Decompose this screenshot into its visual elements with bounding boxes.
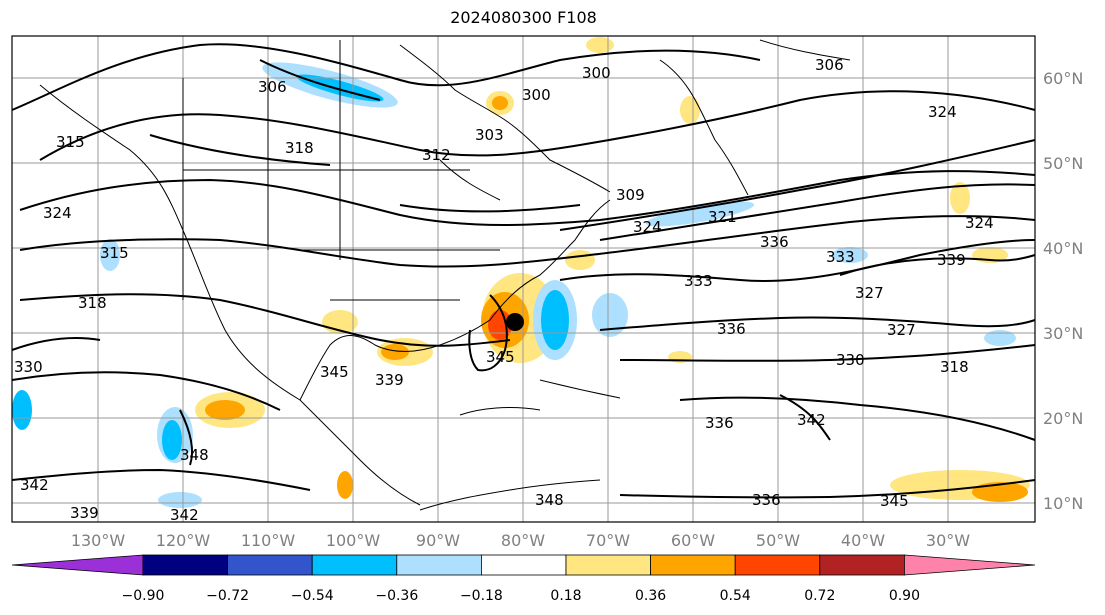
lat-label: 50°N xyxy=(1043,154,1083,173)
colorbar-extend-min xyxy=(11,554,144,576)
contour-label: 345 xyxy=(486,348,515,366)
contour-label: 306 xyxy=(258,78,287,96)
colorbar-segment xyxy=(480,554,567,576)
contour-label: 324 xyxy=(965,214,994,232)
map-title: 2024080300 F108 xyxy=(450,8,597,27)
contour-label: 312 xyxy=(422,146,451,164)
contour-label: 342 xyxy=(797,411,826,429)
contour-label: 339 xyxy=(375,371,404,389)
colorbar-tick: −0.54 xyxy=(291,588,334,604)
colorbar-segment xyxy=(565,554,651,576)
longitude-labels: 130°W 120°W 110°W 100°W 90°W 80°W 70°W 6… xyxy=(71,531,970,550)
contour-label: 345 xyxy=(880,492,909,510)
contour-label: 324 xyxy=(928,103,957,121)
colorbar-segment xyxy=(227,554,313,576)
contour-label: 315 xyxy=(100,244,129,262)
contour-label: 333 xyxy=(826,248,855,266)
lon-label: 70°W xyxy=(586,531,630,550)
coastlines xyxy=(39,39,851,511)
colorbar-segment xyxy=(650,554,736,576)
lat-label: 20°N xyxy=(1043,409,1083,428)
colorbar-segment xyxy=(142,554,228,576)
contour-label: 336 xyxy=(705,414,734,432)
contour-label: 336 xyxy=(752,491,781,509)
colorbar-tick: 0.90 xyxy=(889,588,920,604)
lon-label: 40°W xyxy=(841,531,885,550)
colorbar-tick: 0.18 xyxy=(550,588,581,604)
colorbar-segment xyxy=(396,554,482,576)
contour-label: 342 xyxy=(170,506,199,524)
colorbar-tick: −0.72 xyxy=(206,588,249,604)
latitude-labels: 60°N 50°N 40°N 30°N 20°N 10°N xyxy=(1043,69,1083,513)
colorbar-tick: −0.90 xyxy=(122,588,165,604)
lon-label: 60°W xyxy=(671,531,715,550)
contour-label: 333 xyxy=(684,272,713,290)
contour-label: 318 xyxy=(78,294,107,312)
contour-label: 348 xyxy=(180,446,209,464)
colorbar-tick: −0.36 xyxy=(375,588,418,604)
lon-label: 50°W xyxy=(756,531,800,550)
contour-label: 321 xyxy=(708,208,737,226)
lat-label: 40°N xyxy=(1043,239,1083,258)
contour-label: 342 xyxy=(20,476,49,494)
lon-label: 30°W xyxy=(926,531,970,550)
contour-label: 345 xyxy=(320,363,349,381)
colorbar-segment xyxy=(311,554,398,576)
contour-label: 348 xyxy=(535,491,564,509)
storm-center-marker xyxy=(506,313,524,331)
lon-label: 80°W xyxy=(501,531,545,550)
colorbar-segment xyxy=(819,554,905,576)
contour-label: 339 xyxy=(937,251,966,269)
contour-label: 327 xyxy=(855,284,884,302)
lon-label: 100°W xyxy=(326,531,381,550)
colorbar: −0.90 −0.72 −0.54 −0.36 −0.18 0.18 0.36 … xyxy=(11,554,1036,604)
contour-label: 300 xyxy=(582,64,611,82)
map-frame xyxy=(11,35,1036,523)
contour-label: 336 xyxy=(760,233,789,251)
contour-label: 339 xyxy=(70,504,99,522)
contour-label: 336 xyxy=(717,320,746,338)
contour-lines xyxy=(11,43,1036,499)
contour-label: 327 xyxy=(887,321,916,339)
contour-label: 306 xyxy=(815,56,844,74)
contour-label: 330 xyxy=(836,351,865,369)
lat-label: 30°N xyxy=(1043,324,1083,343)
colorbar-tick: 0.36 xyxy=(635,588,666,604)
colorbar-tick: 0.72 xyxy=(804,588,835,604)
colorbar-tick: −0.18 xyxy=(460,588,503,604)
colorbar-segment xyxy=(734,554,821,576)
lon-label: 120°W xyxy=(156,531,211,550)
lat-label: 60°N xyxy=(1043,69,1083,88)
contour-label: 303 xyxy=(475,126,504,144)
contour-label: 315 xyxy=(56,133,85,151)
contour-label: 330 xyxy=(14,358,43,376)
contour-label: 300 xyxy=(522,86,551,104)
lon-label: 110°W xyxy=(241,531,296,550)
contour-label: 318 xyxy=(940,358,969,376)
contour-label: 309 xyxy=(616,186,645,204)
contour-label: 324 xyxy=(43,204,72,222)
contour-labels: 306 300 300 303 306 318 312 309 315 324 … xyxy=(14,56,994,524)
lon-label: 130°W xyxy=(71,531,126,550)
colorbar-tick: 0.54 xyxy=(720,588,751,604)
contour-label: 318 xyxy=(285,139,314,157)
lon-label: 90°W xyxy=(416,531,460,550)
contour-label: 324 xyxy=(633,218,662,236)
colorbar-extend-max xyxy=(904,554,1036,576)
lat-label: 10°N xyxy=(1043,494,1083,513)
